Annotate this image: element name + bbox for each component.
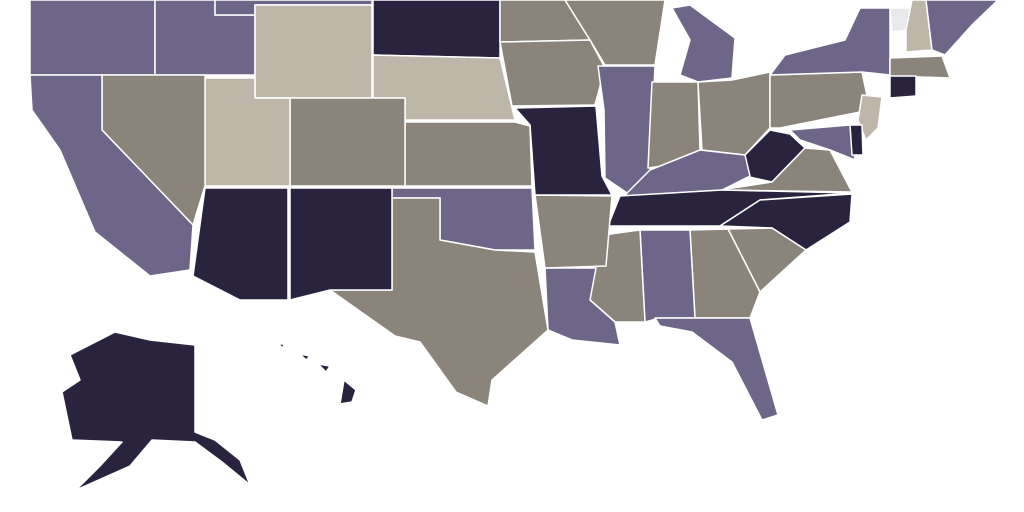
state [889,75,917,99]
state [289,187,393,301]
state [299,353,311,361]
state [317,363,331,373]
state [849,124,864,156]
state [789,124,856,161]
state [29,74,194,277]
state [719,147,853,193]
state [514,105,613,196]
states [29,0,999,491]
state [29,0,156,76]
state [889,55,951,79]
state [671,4,736,83]
state [61,331,251,491]
state [289,97,406,187]
state [339,379,357,405]
state [372,0,501,59]
state [499,39,606,107]
state [192,187,289,301]
state [544,267,621,346]
state [769,7,891,76]
state [925,0,999,56]
state [639,229,696,323]
state [654,317,779,421]
state [905,0,933,53]
state [534,194,613,269]
state [857,94,883,141]
state [404,121,533,187]
state [254,4,373,99]
state [277,343,285,349]
state [564,0,666,66]
state [769,71,871,129]
